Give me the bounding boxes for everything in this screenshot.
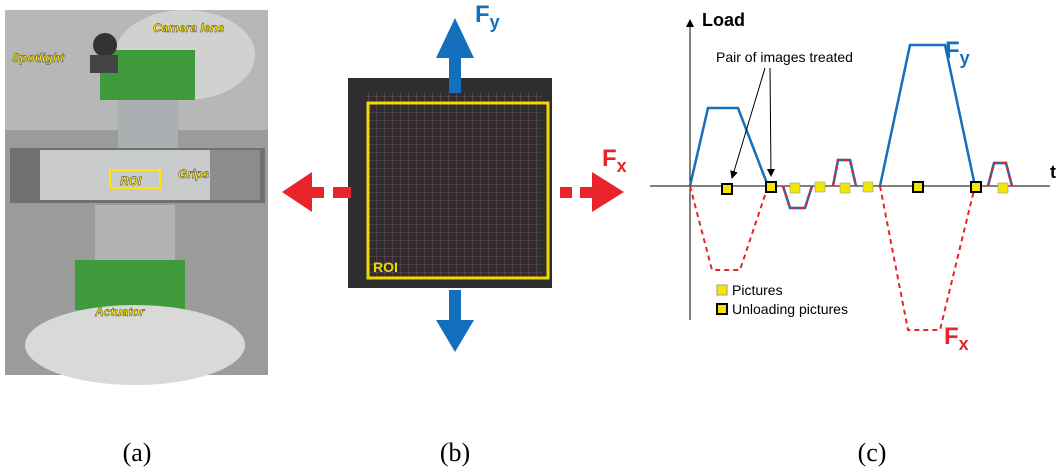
arrow-x	[282, 172, 624, 212]
photo-label: ROI	[120, 174, 142, 188]
annotation-arrow	[766, 67, 775, 177]
load-x	[689, 185, 976, 331]
unloading-pictures	[721, 181, 982, 195]
photo	[5, 10, 268, 385]
arrow-y	[436, 18, 474, 352]
photo-label: Grips	[178, 167, 210, 181]
load-y	[688, 43, 977, 187]
legend-swatch	[716, 303, 728, 315]
legend-label: Pictures	[732, 282, 783, 298]
force-label: Fy	[475, 1, 500, 32]
force-subscript: x	[617, 156, 627, 176]
force-label: Fx	[602, 145, 627, 176]
roi-box	[366, 101, 550, 280]
force-subscript: x	[959, 334, 969, 354]
legend-swatch	[716, 284, 728, 296]
caption: (b)	[440, 438, 470, 467]
pictures	[789, 181, 1009, 194]
legend-label: Unloading pictures	[732, 301, 848, 317]
photo-label: Actuator	[94, 305, 146, 319]
force-subscript: y	[490, 12, 500, 32]
caption: (a)	[123, 438, 152, 467]
force-symbol: F	[944, 323, 959, 350]
photo-label: Camera lens	[153, 21, 225, 35]
force-label: Fy	[945, 37, 970, 68]
roi-label: ROI	[373, 259, 398, 275]
force-symbol: F	[475, 1, 490, 28]
axis-label: Load	[702, 10, 745, 30]
force-subscript: y	[960, 48, 970, 68]
grid	[366, 92, 542, 278]
axis-label: t	[1050, 162, 1056, 182]
annotation-arrow	[730, 67, 766, 179]
annotation: Pair of images treated	[716, 49, 853, 65]
force-label: Fx	[944, 323, 969, 354]
caption: (c)	[858, 438, 887, 467]
small-cycles	[781, 158, 1014, 210]
photo-label: Spotlight	[12, 51, 65, 65]
force-symbol: F	[602, 145, 617, 172]
force-symbol: F	[945, 37, 960, 64]
